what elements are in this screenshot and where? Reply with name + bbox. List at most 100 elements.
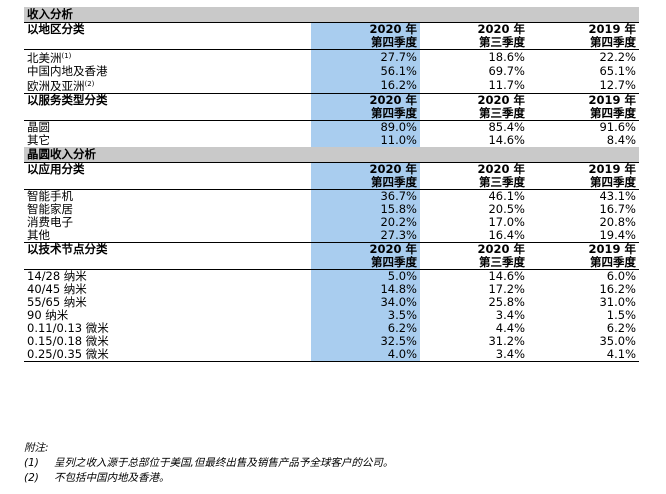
column-year: 2019 年 [528, 162, 639, 176]
section-band-title: 收入分析 [24, 7, 639, 23]
category-label: 以地区分类 [24, 22, 311, 50]
row-value: 18.6% [420, 49, 528, 65]
row-value: 16.2% [311, 78, 420, 94]
category-label: 以服务类型分类 [24, 93, 311, 121]
section-band-title: 晶圆收入分析 [24, 147, 639, 163]
column-quarter: 第三季度 [479, 176, 525, 189]
column-year: 2019 年 [528, 242, 639, 256]
row-label: 14/28 纳米 [24, 269, 311, 283]
row-value: 43.1% [528, 189, 639, 203]
footnotes-title: 附注: [24, 442, 49, 454]
table-row: 智能手机 36.7% 46.1% 43.1% [24, 189, 639, 203]
row-label-text: 55/65 纳米 [27, 296, 87, 309]
column-header-row: 第四季度 第三季度 第四季度 [24, 107, 639, 121]
row-value: 17.0% [488, 216, 525, 229]
row-value: 89.0% [311, 120, 420, 134]
table-row: 北美洲(1) 27.7% 18.6% 22.2% [24, 49, 639, 65]
column-header-row: 第四季度 第三季度 第四季度 [24, 176, 639, 190]
table-row: 其他 27.3% 16.4% 19.4% [24, 229, 639, 243]
column-year: 2020 年 [420, 93, 528, 107]
row-value: 27.3% [311, 229, 420, 243]
column-quarter: 第四季度 [311, 107, 420, 121]
footnote-marker: (2) [84, 80, 95, 88]
row-label: 中国内地及香港 [24, 65, 311, 78]
column-header-row: 第四季度 第三季度 第四季度 [24, 36, 639, 50]
category-label: 以技术节点分类 [24, 242, 311, 270]
column-quarter: 第三季度 [479, 256, 525, 269]
row-label-text: 中国内地及香港 [27, 65, 108, 78]
column-quarter: 第四季度 [311, 256, 420, 270]
column-quarter: 第三季度 [479, 107, 525, 120]
row-value: 4.1% [528, 348, 639, 362]
row-value: 69.7% [488, 65, 525, 78]
row-label-text: 消费电子 [27, 216, 73, 229]
row-label-text: 其它 [27, 134, 50, 147]
row-value: 31.0% [599, 296, 636, 309]
column-year: 2019 年 [528, 93, 639, 107]
row-label-text: 14/28 纳米 [27, 269, 87, 283]
row-label: 0.25/0.35 微米 [24, 348, 311, 362]
table-row: 晶圆 89.0% 85.4% 91.6% [24, 120, 639, 134]
row-value: 12.7% [599, 78, 636, 92]
row-label: 90 纳米 [24, 309, 311, 322]
row-value: 85.4% [420, 120, 528, 134]
row-label: 智能家居 [24, 203, 311, 216]
row-value: 20.8% [599, 216, 636, 229]
table-row: 14/28 纳米 5.0% 14.6% 6.0% [24, 269, 639, 283]
section-band-row: 收入分析 [24, 7, 639, 23]
footnote-text: 不包括中国内地及香港。 [54, 472, 170, 484]
row-label: 智能手机 [24, 189, 311, 203]
footnote-index: (2) [24, 472, 39, 484]
row-value: 6.2% [606, 322, 636, 335]
footnote-item: (2) 不包括中国内地及香港。 [24, 471, 639, 486]
row-value: 8.4% [606, 134, 636, 147]
column-quarter: 第三季度 [479, 36, 525, 49]
revenue-analysis-table: 收入分析 以地区分类 2020 年 2020 年 2019 年第四季度 第三季度 第四季度北… [24, 7, 639, 362]
footnote-marker: (1) [61, 52, 72, 60]
row-label: 其他 [24, 229, 311, 243]
row-value: 15.8% [311, 203, 420, 216]
row-label: 欧洲及亚洲(2) [24, 78, 311, 94]
row-value: 22.2% [528, 49, 639, 65]
row-value: 36.7% [311, 189, 420, 203]
column-quarter: 第四季度 [590, 36, 636, 49]
row-value: 16.4% [488, 229, 525, 242]
row-label-text: 其他 [27, 229, 50, 242]
column-quarter: 第四季度 [590, 256, 636, 269]
row-value: 5.0% [311, 269, 420, 283]
row-value: 19.4% [599, 229, 636, 242]
row-value: 1.5% [606, 309, 636, 322]
row-label: 消费电子 [24, 216, 311, 229]
category-label: 以应用分类 [24, 162, 311, 190]
row-value: 31.2% [488, 335, 525, 348]
column-year: 2020 年 [420, 22, 528, 36]
table-row: 中国内地及香港 56.1% 69.7% 65.1% [24, 65, 639, 78]
row-label-text: 智能家居 [27, 203, 73, 216]
table-row: 40/45 纳米 14.8% 17.2% 16.2% [24, 283, 639, 296]
row-value: 17.2% [488, 283, 525, 296]
table-row: 90 纳米 3.5% 3.4% 1.5% [24, 309, 639, 322]
row-label-text: 0.15/0.18 微米 [27, 335, 109, 348]
row-label-text: 40/45 纳米 [27, 283, 87, 296]
row-value: 16.7% [599, 203, 636, 216]
row-value: 20.5% [488, 203, 525, 216]
section-band-row: 晶圆收入分析 [24, 147, 639, 163]
column-header-row: 以技术节点分类 2020 年 2020 年 2019 年 [24, 242, 639, 270]
row-value: 3.4% [420, 348, 528, 362]
row-label: 晶圆 [24, 120, 311, 134]
row-value: 34.0% [311, 296, 420, 309]
row-value: 6.2% [311, 322, 420, 335]
row-label-text: 0.11/0.13 微米 [27, 322, 109, 335]
table-row: 其它 11.0% 14.6% 8.4% [24, 134, 639, 147]
column-year: 2020 年 [420, 162, 528, 176]
column-quarter: 第四季度 [590, 176, 636, 189]
row-label-text: 0.25/0.35 微米 [27, 348, 109, 361]
footnotes: 附注: (1) 呈列之收入源于总部位于美国,但最终出售及销售产品予全球客户的公司。… [24, 441, 639, 486]
table-row: 0.25/0.35 微米 4.0% 3.4% 4.1% [24, 348, 639, 362]
row-label: 0.15/0.18 微米 [24, 335, 311, 348]
row-value: 20.2% [311, 216, 420, 229]
row-value: 56.1% [311, 65, 420, 78]
column-year: 2020 年 [311, 242, 420, 256]
column-year: 2020 年 [311, 162, 420, 176]
table-row: 0.15/0.18 微米 32.5% 31.2% 35.0% [24, 335, 639, 348]
